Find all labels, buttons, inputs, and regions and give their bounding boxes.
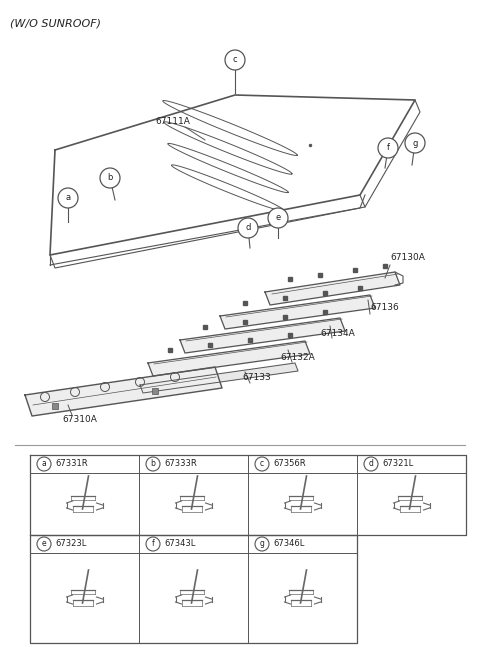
Circle shape [405, 133, 425, 153]
Text: (W/O SUNROOF): (W/O SUNROOF) [10, 18, 101, 28]
Polygon shape [25, 367, 222, 416]
Circle shape [378, 138, 398, 158]
Polygon shape [265, 272, 400, 305]
Text: 67321L: 67321L [382, 460, 413, 468]
Polygon shape [140, 363, 298, 393]
Text: 67130A: 67130A [390, 253, 425, 263]
Text: d: d [369, 460, 373, 468]
Text: 67333R: 67333R [164, 460, 197, 468]
Text: f: f [152, 540, 155, 548]
Text: a: a [65, 193, 71, 202]
Text: d: d [245, 223, 251, 233]
Circle shape [364, 457, 378, 471]
Circle shape [146, 457, 160, 471]
Text: e: e [42, 540, 46, 548]
Text: c: c [233, 56, 237, 64]
Polygon shape [148, 341, 310, 376]
Circle shape [225, 50, 245, 70]
Text: g: g [260, 540, 264, 548]
Bar [152, 388, 158, 394]
Text: 67346L: 67346L [273, 540, 304, 548]
Circle shape [238, 218, 258, 238]
Text: 67136: 67136 [370, 303, 399, 312]
Text: b: b [108, 174, 113, 183]
Text: b: b [151, 460, 156, 468]
Text: 67133: 67133 [242, 373, 271, 383]
Text: c: c [260, 460, 264, 468]
Circle shape [268, 208, 288, 228]
Text: 67134A: 67134A [320, 329, 355, 337]
Text: 67111A: 67111A [155, 117, 190, 126]
Text: 67343L: 67343L [164, 540, 195, 548]
Circle shape [37, 537, 51, 551]
Text: f: f [386, 143, 389, 153]
Text: 67323L: 67323L [55, 540, 86, 548]
Polygon shape [220, 295, 375, 329]
Text: 67331R: 67331R [55, 460, 88, 468]
Text: a: a [42, 460, 47, 468]
Text: g: g [412, 138, 418, 147]
Circle shape [37, 457, 51, 471]
Circle shape [255, 457, 269, 471]
Bar [52, 403, 58, 409]
Polygon shape [180, 318, 345, 353]
Circle shape [100, 168, 120, 188]
Circle shape [58, 188, 78, 208]
Text: 67356R: 67356R [273, 460, 306, 468]
Text: e: e [276, 214, 281, 223]
Text: 67310A: 67310A [62, 415, 97, 424]
Circle shape [255, 537, 269, 551]
Text: 67132A: 67132A [280, 352, 315, 362]
Circle shape [146, 537, 160, 551]
